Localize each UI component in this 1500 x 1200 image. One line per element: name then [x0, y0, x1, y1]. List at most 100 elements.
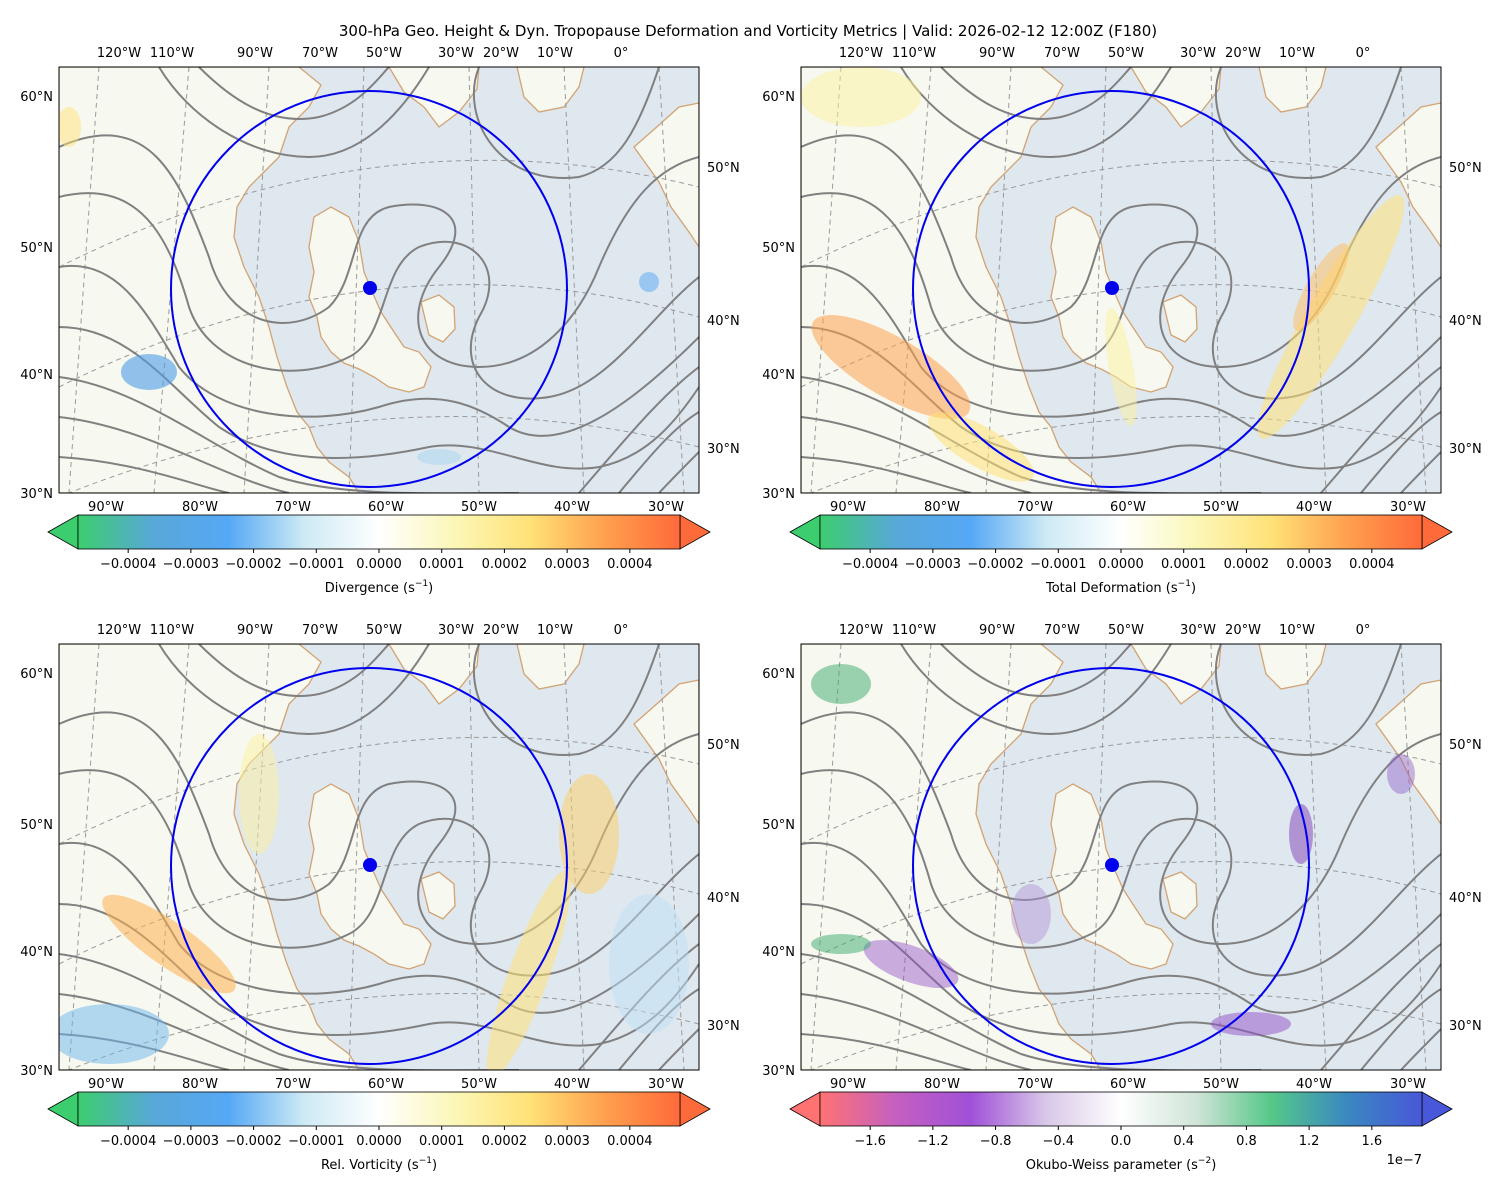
colorbar-tick-label: 0.0003: [544, 557, 590, 572]
colorbar-label: Divergence (s−1): [325, 579, 433, 596]
colorbar-tick-label: −0.0004: [100, 557, 156, 572]
colorbar-tick-label: 0.0001: [419, 1134, 465, 1149]
field-blob: [417, 449, 461, 465]
colorbar-extend-high: [1421, 1091, 1453, 1127]
colorbar-label-close: ): [1211, 1158, 1216, 1173]
colorbar-tick-label: 0.0002: [482, 1134, 528, 1149]
colorbar-tick-label: −0.0003: [163, 557, 219, 572]
bottom-lon-label: 30°W: [648, 1077, 684, 1092]
colorbar-vorticity: −0.0004 −0.0003 −0.0002 −0.0001 0.0000 0.0001…: [47, 1091, 711, 1173]
bottom-lon-label: 90°W: [88, 500, 124, 515]
figure-title: 300-hPa Geo. Height & Dyn. Tropopause De…: [339, 22, 1157, 40]
top-lon-label: 0°: [614, 46, 629, 61]
colorbar-tick-label: 0.0000: [356, 1134, 402, 1149]
field-blob: [559, 774, 619, 894]
field-blob: [1105, 307, 1137, 427]
field-blob: [59, 107, 81, 147]
colorbar-tick-label: 1.6: [1361, 1134, 1382, 1149]
top-lon-label: 50°W: [1108, 46, 1144, 61]
top-lon-label: 90°W: [237, 46, 273, 61]
right-lat-label: 30°N: [1449, 442, 1482, 457]
colorbar-tick-label: 0.0000: [1098, 557, 1144, 572]
field-blob: [486, 870, 572, 1070]
left-lat-label: 30°N: [762, 487, 795, 502]
colorbar-gradient: [77, 514, 681, 550]
map-frame: [58, 643, 700, 1071]
top-lon-label: 70°W: [1044, 623, 1080, 638]
colorbar-label-close: ): [1191, 581, 1196, 596]
right-lat-label: 50°N: [707, 161, 740, 176]
top-lon-label: 70°W: [1044, 46, 1080, 61]
colorbar-tick-label: −1.6: [854, 1134, 886, 1149]
field-shading: [811, 664, 1415, 1036]
bottom-lon-label: 30°W: [1390, 500, 1426, 515]
bottom-lon-label: 80°W: [182, 500, 218, 515]
map-vorticity[interactable]: [49, 644, 699, 1084]
top-lon-label: 10°W: [1279, 623, 1315, 638]
colorbar-deformation: −0.0004 −0.0003 −0.0002 −0.0001 0.0000 0.0001…: [789, 514, 1453, 596]
bottom-lon-label: 60°W: [1110, 500, 1146, 515]
map-divergence[interactable]: [57, 67, 699, 497]
left-lat-label: 60°N: [762, 667, 795, 682]
field-blob: [59, 1004, 169, 1064]
colorbar-tick-label: 0.8: [1236, 1134, 1257, 1149]
colorbar-tick-label: −0.0004: [842, 557, 898, 572]
bottom-lon-label: 90°W: [830, 1077, 866, 1092]
colorbar-tick-label: −1.2: [917, 1134, 949, 1149]
field-blob: [801, 67, 921, 127]
colorbar-tick-label: 0.0001: [1161, 557, 1207, 572]
left-lat-label: 50°N: [20, 818, 53, 833]
right-lat-label: 30°N: [1449, 1019, 1482, 1034]
right-lat-label: 40°N: [707, 314, 740, 329]
top-lon-label: 10°W: [1279, 46, 1315, 61]
colorbar-offset-text: 1e−7: [1387, 1153, 1422, 1168]
right-lat-label: 30°N: [707, 1019, 740, 1034]
bottom-lon-label: 40°W: [1296, 500, 1332, 515]
panel-deformation: 120°W 110°W 90°W 70°W 50°W 30°W 20°W 10°W 0° 60°N…: [762, 46, 1482, 596]
bottom-lon-label: 50°W: [461, 500, 497, 515]
bottom-lon-label: 70°W: [1017, 1077, 1053, 1092]
colorbar-label-text: Divergence (s: [325, 581, 415, 596]
colorbar-label: Total Deformation (s−1): [1045, 579, 1196, 596]
colorbar-tick-label: −0.0001: [1030, 557, 1086, 572]
top-lon-label: 0°: [1356, 623, 1371, 638]
map-deformation[interactable]: [798, 67, 1441, 497]
colorbar-tick-label: −0.0002: [967, 557, 1023, 572]
top-lon-label: 20°W: [483, 46, 519, 61]
bottom-lon-label: 50°W: [461, 1077, 497, 1092]
colorbar-tick-label: −0.0004: [100, 1134, 156, 1149]
bottom-lon-label: 50°W: [1203, 1077, 1239, 1092]
top-lon-label: 50°W: [366, 46, 402, 61]
left-lat-label: 60°N: [20, 90, 53, 105]
colorbar-label: Rel. Vorticity (s−1): [321, 1156, 437, 1173]
colorbar-tick-label: −0.0003: [905, 557, 961, 572]
colorbar-label-exponent: −1: [415, 579, 428, 589]
colorbar-label: Okubo-Weiss parameter (s−2): [1026, 1156, 1217, 1173]
colorbar-gradient: [819, 1091, 1423, 1127]
colorbar-tick-label: 0.0004: [1349, 557, 1395, 572]
left-lat-label: 40°N: [20, 368, 53, 383]
colorbar-tick-label: −0.8: [980, 1134, 1012, 1149]
top-lon-label: 120°W: [839, 46, 883, 61]
bottom-lon-label: 70°W: [275, 1077, 311, 1092]
map-okubo_weiss[interactable]: [801, 644, 1441, 1074]
colorbar-extend-low: [47, 1091, 79, 1127]
center-marker: [363, 281, 377, 295]
field-blob: [811, 664, 871, 704]
center-marker: [363, 858, 377, 872]
bottom-lon-label: 50°W: [1203, 500, 1239, 515]
field-blob: [102, 894, 236, 994]
map-frame: [800, 643, 1442, 1071]
top-lon-label: 30°W: [1180, 623, 1216, 638]
right-lat-label: 40°N: [707, 891, 740, 906]
left-lat-label: 40°N: [762, 945, 795, 960]
top-lon-label: 90°W: [979, 46, 1015, 61]
field-blob: [121, 354, 177, 390]
colorbar-gradient: [819, 514, 1423, 550]
top-lon-label: 30°W: [1180, 46, 1216, 61]
field-shading: [59, 734, 689, 1070]
field-blob: [1387, 754, 1415, 794]
map-frame: [800, 66, 1442, 494]
top-lon-label: 50°W: [1108, 623, 1144, 638]
